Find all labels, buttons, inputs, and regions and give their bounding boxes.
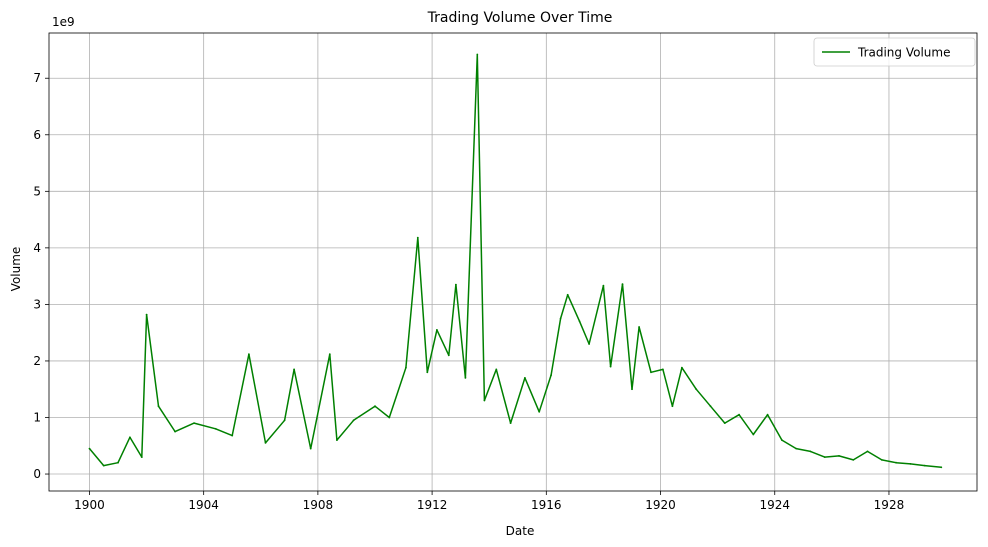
series-layer — [88, 53, 943, 469]
data-point-0-12 — [264, 442, 267, 444]
data-point-0-31 — [509, 422, 512, 424]
legend-label-trading-volume: Trading Volume — [857, 46, 950, 60]
data-point-0-22 — [416, 236, 419, 239]
data-point-0-41 — [621, 283, 624, 285]
y-tick-label-7: 7 — [33, 71, 41, 85]
data-point-0-62 — [895, 461, 897, 464]
data-point-0-9 — [214, 427, 217, 430]
y-tick-label-4: 4 — [33, 241, 41, 255]
data-point-0-42 — [631, 388, 633, 391]
data-point-0-0 — [88, 447, 91, 450]
y-tick-label-0: 0 — [33, 467, 41, 481]
data-point-0-59 — [852, 459, 855, 461]
data-point-0-19 — [374, 405, 376, 408]
data-point-0-50 — [723, 422, 726, 424]
data-point-0-1 — [102, 464, 105, 467]
data-point-0-49 — [709, 405, 712, 408]
x-tick-label-1904: 1904 — [188, 498, 219, 512]
data-point-0-54 — [781, 439, 783, 441]
data-point-0-14 — [293, 368, 295, 371]
data-point-0-44 — [650, 371, 652, 374]
series-line-0 — [88, 53, 942, 469]
data-point-0-56 — [809, 450, 812, 453]
data-point-0-51 — [738, 413, 740, 416]
data-point-0-13 — [283, 419, 286, 422]
data-point-0-4 — [140, 456, 143, 458]
data-point-0-33 — [538, 410, 541, 413]
x-tick-label-1920: 1920 — [645, 498, 676, 512]
data-point-0-34 — [550, 374, 552, 376]
data-point-0-26 — [455, 283, 457, 286]
data-point-0-8 — [193, 422, 196, 424]
data-point-0-11 — [248, 353, 250, 356]
data-point-0-32 — [524, 377, 526, 379]
data-point-0-45 — [662, 368, 664, 371]
plot-frame — [48, 32, 978, 492]
data-point-0-43 — [638, 326, 640, 328]
data-point-0-10 — [231, 434, 234, 437]
data-point-0-55 — [795, 447, 798, 450]
data-point-0-28 — [476, 53, 479, 56]
data-point-0-57 — [823, 456, 826, 458]
y-tick-label-5: 5 — [33, 184, 41, 198]
data-point-0-7 — [174, 430, 177, 433]
y-axis-label: Volume — [9, 247, 23, 292]
data-point-0-25 — [447, 354, 450, 357]
y-tick-label-6: 6 — [33, 128, 41, 142]
data-point-0-65 — [940, 466, 943, 469]
data-point-0-2 — [117, 461, 119, 464]
legend-box — [813, 37, 976, 67]
y-tick-label-1: 1 — [33, 410, 41, 424]
data-point-0-61 — [880, 459, 883, 461]
y-axis-ticks: 0 1 2 3 4 5 6 7 — [33, 71, 49, 481]
x-axis-label: Date — [506, 524, 535, 538]
data-point-0-37 — [578, 320, 581, 323]
data-point-0-64 — [923, 464, 926, 467]
chart-title: Trading Volume Over Time — [427, 10, 613, 26]
data-point-0-46 — [671, 405, 674, 408]
data-point-0-29 — [483, 399, 486, 402]
data-point-0-53 — [766, 413, 769, 416]
data-point-0-63 — [909, 463, 912, 465]
x-tick-label-1916: 1916 — [531, 498, 562, 512]
y-tick-label-3: 3 — [33, 297, 41, 311]
data-point-0-36 — [566, 293, 569, 296]
data-point-0-48 — [695, 388, 698, 391]
data-point-0-18 — [352, 419, 355, 422]
y-scale-label: 1e9 — [52, 15, 75, 29]
x-axis-ticks: 1900 1904 1908 1912 1916 1920 1924 1928 — [74, 491, 904, 512]
data-point-0-40 — [609, 365, 612, 368]
legend: Trading Volume — [813, 37, 976, 67]
data-point-0-15 — [309, 447, 312, 450]
x-tick-label-1900: 1900 — [74, 498, 105, 512]
data-point-0-30 — [495, 368, 498, 371]
data-point-0-27 — [464, 377, 467, 379]
data-point-0-52 — [752, 433, 755, 436]
data-point-0-60 — [866, 450, 869, 453]
data-point-0-17 — [336, 439, 338, 441]
data-point-0-5 — [145, 313, 148, 316]
data-point-0-58 — [838, 455, 840, 457]
data-point-0-3 — [129, 436, 131, 439]
x-tick-label-1912: 1912 — [417, 498, 448, 512]
x-tick-label-1928: 1928 — [874, 498, 905, 512]
data-point-0-6 — [157, 405, 160, 408]
data-point-0-39 — [602, 284, 605, 287]
data-point-0-47 — [681, 366, 683, 369]
y-tick-label-2: 2 — [33, 354, 41, 368]
data-point-0-23 — [426, 371, 429, 374]
data-point-0-24 — [436, 329, 438, 331]
data-point-0-20 — [388, 416, 391, 419]
data-point-0-16 — [328, 353, 331, 356]
data-point-0-21 — [405, 366, 407, 369]
x-tick-label-1924: 1924 — [759, 498, 790, 512]
x-tick-label-1908: 1908 — [303, 498, 334, 512]
grid-lines — [49, 33, 977, 491]
data-point-0-38 — [588, 343, 590, 345]
data-point-0-35 — [559, 317, 562, 320]
